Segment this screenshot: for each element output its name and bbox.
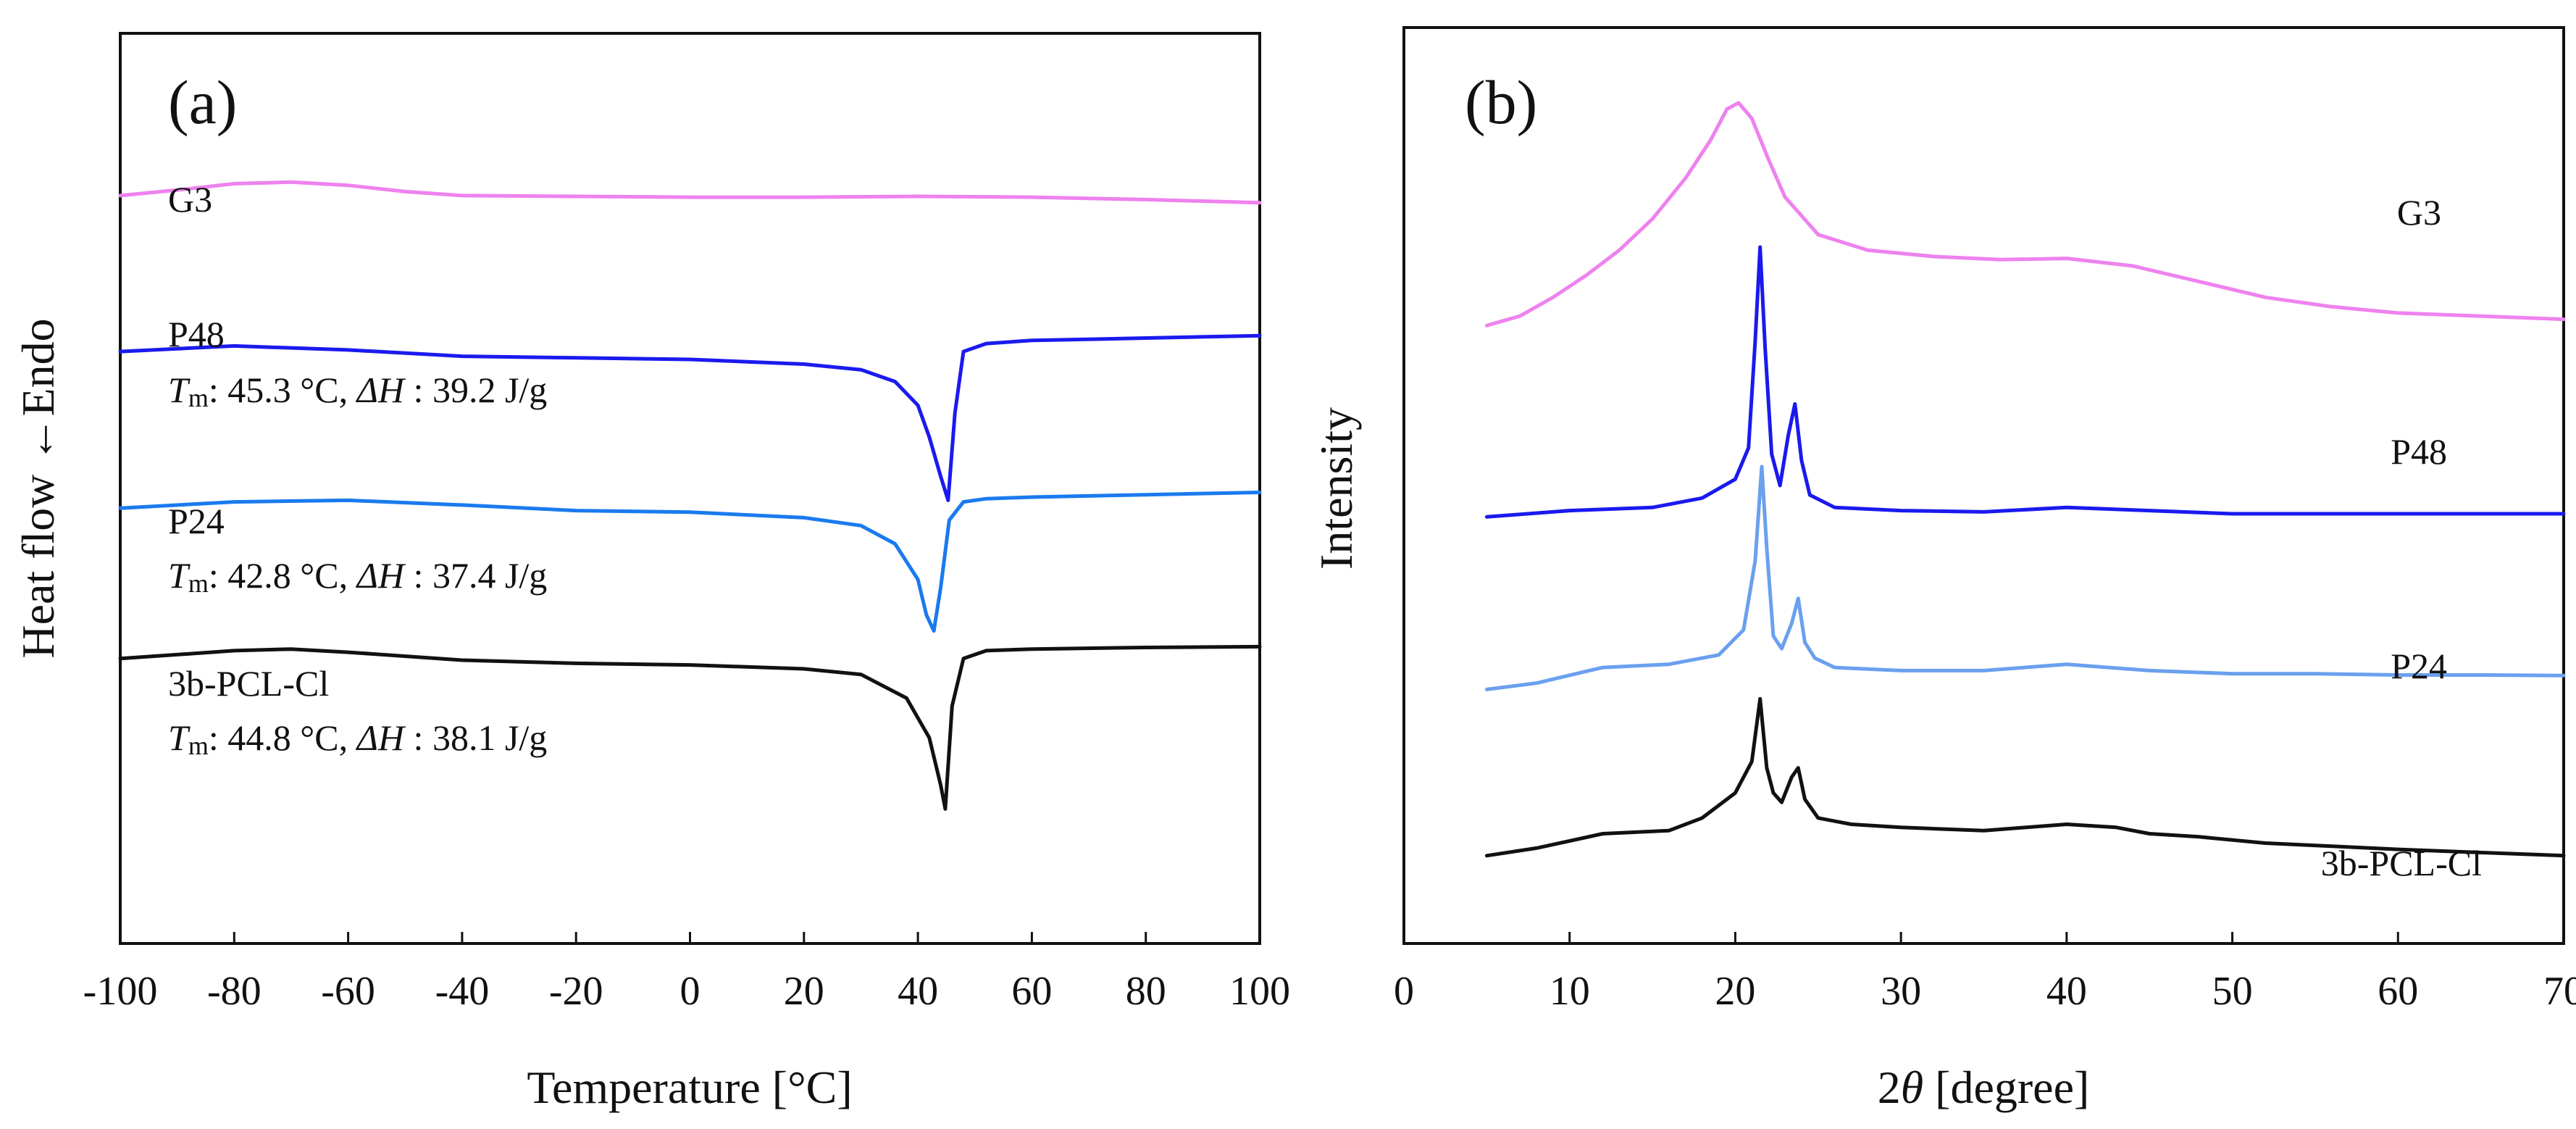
label-p24-a: P24 bbox=[168, 501, 225, 541]
annotation-p48: Tm: 45.3 °C, ΔH : 39.2 J/g bbox=[168, 370, 547, 412]
x-tick-label-b: 40 bbox=[2046, 969, 2087, 1014]
series-line-p48-b bbox=[1484, 245, 2566, 519]
panel-a-x-ticks: -100 -80 -60 -40 -20 0 20 40 60 80 100 bbox=[83, 932, 1290, 1014]
panel-b-x-ticks: 0 10 20 30 40 50 60 70 bbox=[1394, 932, 2576, 1014]
panel-b-tag: (b) bbox=[1465, 67, 1537, 137]
panel-a-dsc: (a) -100 -80 -60 -40 -20 0 20 40 60 80 100 G3 P48 … bbox=[12, 32, 1290, 1113]
label-3b-pcl-cl-b: 3b-PCL-Cl bbox=[2321, 843, 2482, 883]
annotation-3b-pcl-cl: Tm: 44.8 °C, ΔH : 38.1 J/g bbox=[168, 717, 547, 760]
series-line-3b-pcl-cl-b bbox=[1484, 696, 2566, 858]
series-line-g3-b bbox=[1484, 101, 2566, 328]
series-line-p24-b bbox=[1484, 464, 2566, 691]
x-tick-label-a: -80 bbox=[207, 969, 262, 1014]
label-p24-b: P24 bbox=[2391, 646, 2447, 686]
series-line-g3-a bbox=[118, 180, 1262, 205]
panel-b-x-axis-title: 2θ [degree] bbox=[1878, 1062, 2090, 1113]
panel-a-y-axis-title: Heat flow ←Endo bbox=[12, 318, 64, 658]
x-tick-label-a: -40 bbox=[435, 969, 490, 1014]
label-p48-b: P48 bbox=[2391, 431, 2447, 472]
label-g3-b: G3 bbox=[2397, 192, 2441, 233]
panel-a-x-axis-title: Temperature [°C] bbox=[527, 1062, 852, 1113]
x-tick-label-a: 80 bbox=[1126, 969, 1166, 1014]
panel-b-frame bbox=[1402, 26, 2565, 945]
x-tick-label-b: 50 bbox=[2212, 969, 2253, 1014]
x-tick-label-a: 20 bbox=[784, 969, 824, 1014]
panel-a-frame bbox=[119, 32, 1261, 945]
series-line-3b-pcl-cl-a bbox=[118, 644, 1262, 811]
x-tick-label-a: 60 bbox=[1011, 969, 1052, 1014]
x-tick-label-a: 100 bbox=[1229, 969, 1290, 1014]
x-tick-label-a: -20 bbox=[549, 969, 603, 1014]
series-line-p48-a bbox=[118, 333, 1262, 502]
x-tick-label-a: -60 bbox=[321, 969, 375, 1014]
panel-b-curves bbox=[1484, 101, 2566, 858]
label-3b-pcl-cl-a: 3b-PCL-Cl bbox=[168, 663, 329, 704]
x-tick-label-b: 10 bbox=[1550, 969, 1590, 1014]
x-tick-label-a: 0 bbox=[680, 969, 701, 1014]
panel-a-tag: (a) bbox=[168, 67, 237, 137]
x-tick-label-a: -100 bbox=[83, 969, 158, 1014]
label-g3-a: G3 bbox=[168, 179, 212, 220]
x-tick-label-b: 0 bbox=[1394, 969, 1414, 1014]
x-tick-label-a: 40 bbox=[898, 969, 938, 1014]
panel-a-curves bbox=[118, 180, 1262, 811]
panel-b-y-axis-title: Intensity bbox=[1310, 407, 1362, 570]
x-tick-label-b: 30 bbox=[1881, 969, 1921, 1014]
x-tick-label-b: 20 bbox=[1715, 969, 1755, 1014]
label-p48-a: P48 bbox=[168, 314, 225, 354]
x-tick-label-b: 60 bbox=[2378, 969, 2418, 1014]
x-tick-label-b: 70 bbox=[2543, 969, 2576, 1014]
series-line-p24-a bbox=[118, 491, 1262, 633]
panel-b-xrd: (b) 0 10 20 30 40 50 60 70 G3 P48 P24 3b-PCL-Cl… bbox=[1310, 26, 2576, 1113]
annotation-p24: Tm: 42.8 °C, ΔH : 37.4 J/g bbox=[168, 555, 547, 598]
